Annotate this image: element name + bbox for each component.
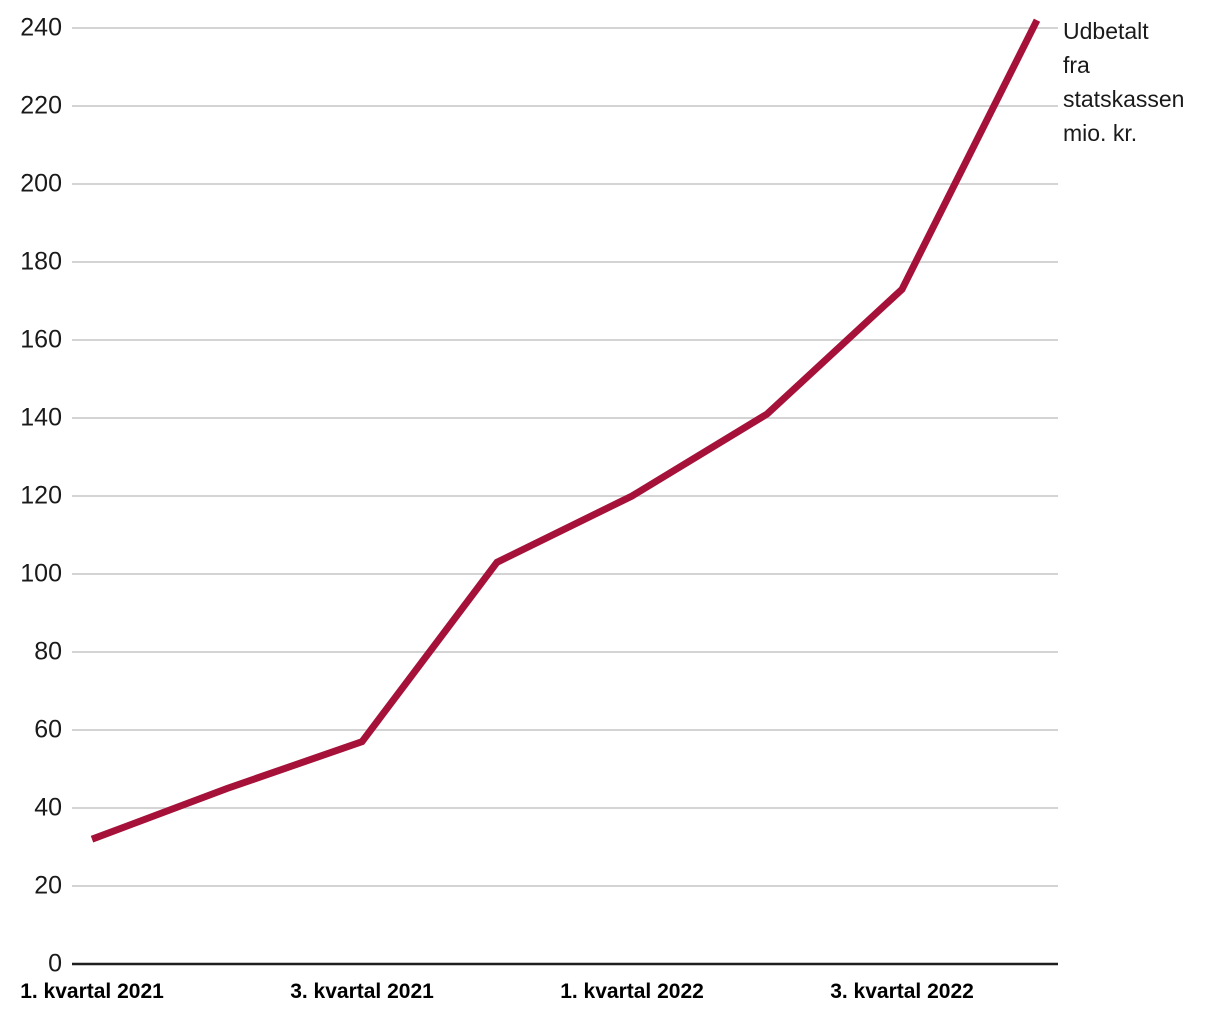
y-tick-label: 100: [20, 559, 62, 588]
y-tick-label: 160: [20, 325, 62, 354]
y-tick-label: 240: [20, 13, 62, 42]
y-tick-label: 200: [20, 169, 62, 198]
legend-line: mio. kr.: [1063, 120, 1138, 146]
legend-line: statskassen: [1063, 86, 1185, 112]
legend-line: fra: [1063, 52, 1090, 78]
y-tick-label: 140: [20, 403, 62, 432]
series-legend: Udbetalt fra statskassen mio. kr.: [1063, 14, 1218, 150]
y-tick-label: 120: [20, 481, 62, 510]
x-tick-label: 1. kvartal 2021: [20, 980, 164, 1003]
y-tick-label: 0: [48, 949, 62, 978]
y-tick-label: 20: [34, 871, 62, 900]
y-tick-label: 220: [20, 91, 62, 120]
y-tick-label: 60: [34, 715, 62, 744]
x-tick-label: 3. kvartal 2022: [830, 980, 974, 1003]
series-line: [90, 18, 1041, 843]
x-tick-label: 3. kvartal 2021: [290, 980, 434, 1003]
x-tick-label: 1. kvartal 2022: [560, 980, 704, 1003]
y-tick-label: 80: [34, 637, 62, 666]
legend-line: Udbetalt: [1063, 18, 1149, 44]
y-tick-label: 180: [20, 247, 62, 276]
y-tick-label: 40: [34, 793, 62, 822]
